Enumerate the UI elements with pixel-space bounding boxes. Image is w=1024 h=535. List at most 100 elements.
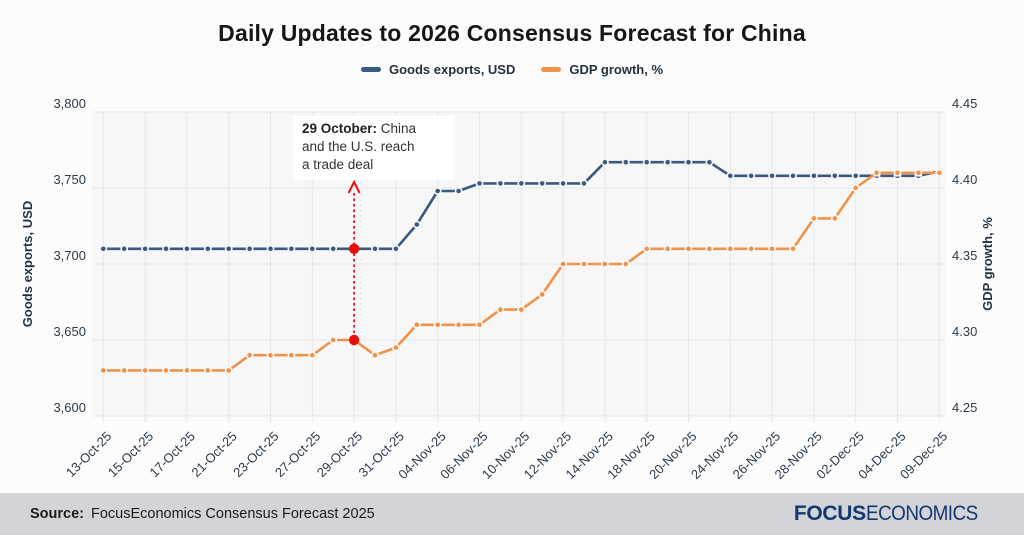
data-point (496, 305, 505, 314)
data-point (705, 158, 714, 167)
source-text: FocusEconomics Consensus Forecast 2025 (91, 506, 375, 522)
right-axis-tick: 4.40 (952, 172, 977, 187)
data-point (726, 244, 735, 253)
data-point (621, 158, 630, 167)
data-point (935, 168, 944, 177)
gdp-growth-swatch (541, 67, 562, 72)
data-point (851, 171, 860, 180)
data-point (203, 366, 212, 375)
data-point (496, 179, 505, 188)
data-point (684, 244, 693, 253)
data-point (538, 179, 547, 188)
data-point (830, 214, 839, 223)
right-axis-tick: 4.45 (952, 96, 977, 111)
logo-light-part: ECONOMICS (865, 502, 978, 525)
data-point (642, 244, 651, 253)
data-point (287, 244, 296, 253)
data-point (224, 366, 233, 375)
right-axis-tick: 4.25 (952, 400, 977, 415)
data-point (475, 320, 484, 329)
data-point (120, 244, 129, 253)
source-note: Source: FocusEconomics Consensus Forecast… (30, 506, 375, 522)
data-point (726, 171, 735, 180)
data-point (830, 171, 839, 180)
legend-label: GDP growth, % (569, 62, 664, 77)
data-point (308, 351, 317, 360)
left-axis-tick: 3,600 (53, 400, 86, 415)
data-point (141, 366, 149, 375)
data-point (768, 171, 776, 180)
forecast-chart: 13-Oct-2515-Oct-2517-Oct-2521-Oct-2523-O… (20, 96, 995, 482)
data-point (433, 187, 442, 195)
data-point (663, 158, 672, 167)
data-point (266, 351, 275, 360)
right-axis-tick: 4.35 (952, 248, 977, 263)
chart-legend: Goods exports, USD GDP growth, % (0, 62, 1024, 77)
data-point (287, 351, 296, 360)
left-axis-title: Goods exports, USD (20, 201, 35, 327)
data-point (141, 244, 149, 253)
data-point (454, 187, 463, 195)
data-point (203, 244, 212, 253)
data-point (851, 184, 860, 192)
data-point (559, 260, 567, 268)
data-point (433, 320, 442, 329)
data-point (642, 158, 651, 167)
left-axis-tick: 3,750 (53, 172, 86, 187)
data-point (747, 171, 756, 180)
data-point (789, 171, 797, 180)
legend-item-gdp-growth: GDP growth, % (541, 62, 663, 77)
data-point (601, 158, 609, 167)
annotation-marker-goods-exports (348, 243, 360, 254)
focuseconomics-logo: FOCUS ECONOMICS (794, 502, 990, 526)
data-point (475, 179, 484, 188)
legend-label: Goods exports, USD (388, 62, 516, 77)
data-point (412, 220, 421, 229)
annotation-date: 29 October: (302, 121, 378, 136)
data-point (454, 320, 463, 329)
data-point (99, 366, 108, 375)
left-axis-tick: 3,650 (53, 324, 86, 339)
left-axis-tick: 3,700 (53, 248, 86, 263)
data-point (517, 179, 526, 188)
data-point (99, 244, 108, 253)
footer-bar: Source: FocusEconomics Consensus Forecast… (0, 493, 1024, 535)
data-point (559, 179, 567, 188)
data-point (893, 168, 902, 177)
data-point (391, 343, 400, 352)
data-point (517, 305, 526, 314)
data-point (789, 244, 797, 253)
annotation-text: China (377, 121, 417, 136)
right-axis-tick: 4.30 (952, 324, 977, 339)
data-point (601, 260, 609, 268)
data-point (245, 351, 254, 360)
trade-deal-annotation: 29 October: China and the U.S. reach a t… (294, 116, 454, 180)
data-point (182, 244, 191, 253)
legend-item-goods-exports: Goods exports, USD (360, 62, 516, 77)
data-point (810, 214, 818, 223)
data-point (412, 320, 421, 329)
data-point (621, 260, 630, 268)
annotation-arrow-up-icon (347, 179, 361, 194)
data-point (391, 244, 400, 253)
data-point (684, 158, 693, 167)
data-point (245, 244, 254, 253)
data-point (308, 244, 317, 253)
data-point (768, 244, 776, 253)
data-point (580, 179, 588, 188)
data-point (663, 244, 672, 253)
logo-bold-part: FOCUS (793, 502, 866, 525)
data-point (162, 366, 170, 375)
data-point (162, 244, 170, 253)
left-axis-tick: 3,800 (53, 96, 86, 111)
data-point (810, 171, 818, 180)
source-label: Source: (30, 506, 84, 522)
data-point (224, 244, 233, 253)
data-point (182, 366, 191, 375)
data-point (266, 244, 275, 253)
annotation-text: a trade deal (302, 157, 374, 172)
right-axis-title: GDP growth, % (980, 217, 995, 311)
data-point (914, 168, 923, 177)
data-point (371, 244, 379, 253)
data-point (329, 336, 338, 344)
